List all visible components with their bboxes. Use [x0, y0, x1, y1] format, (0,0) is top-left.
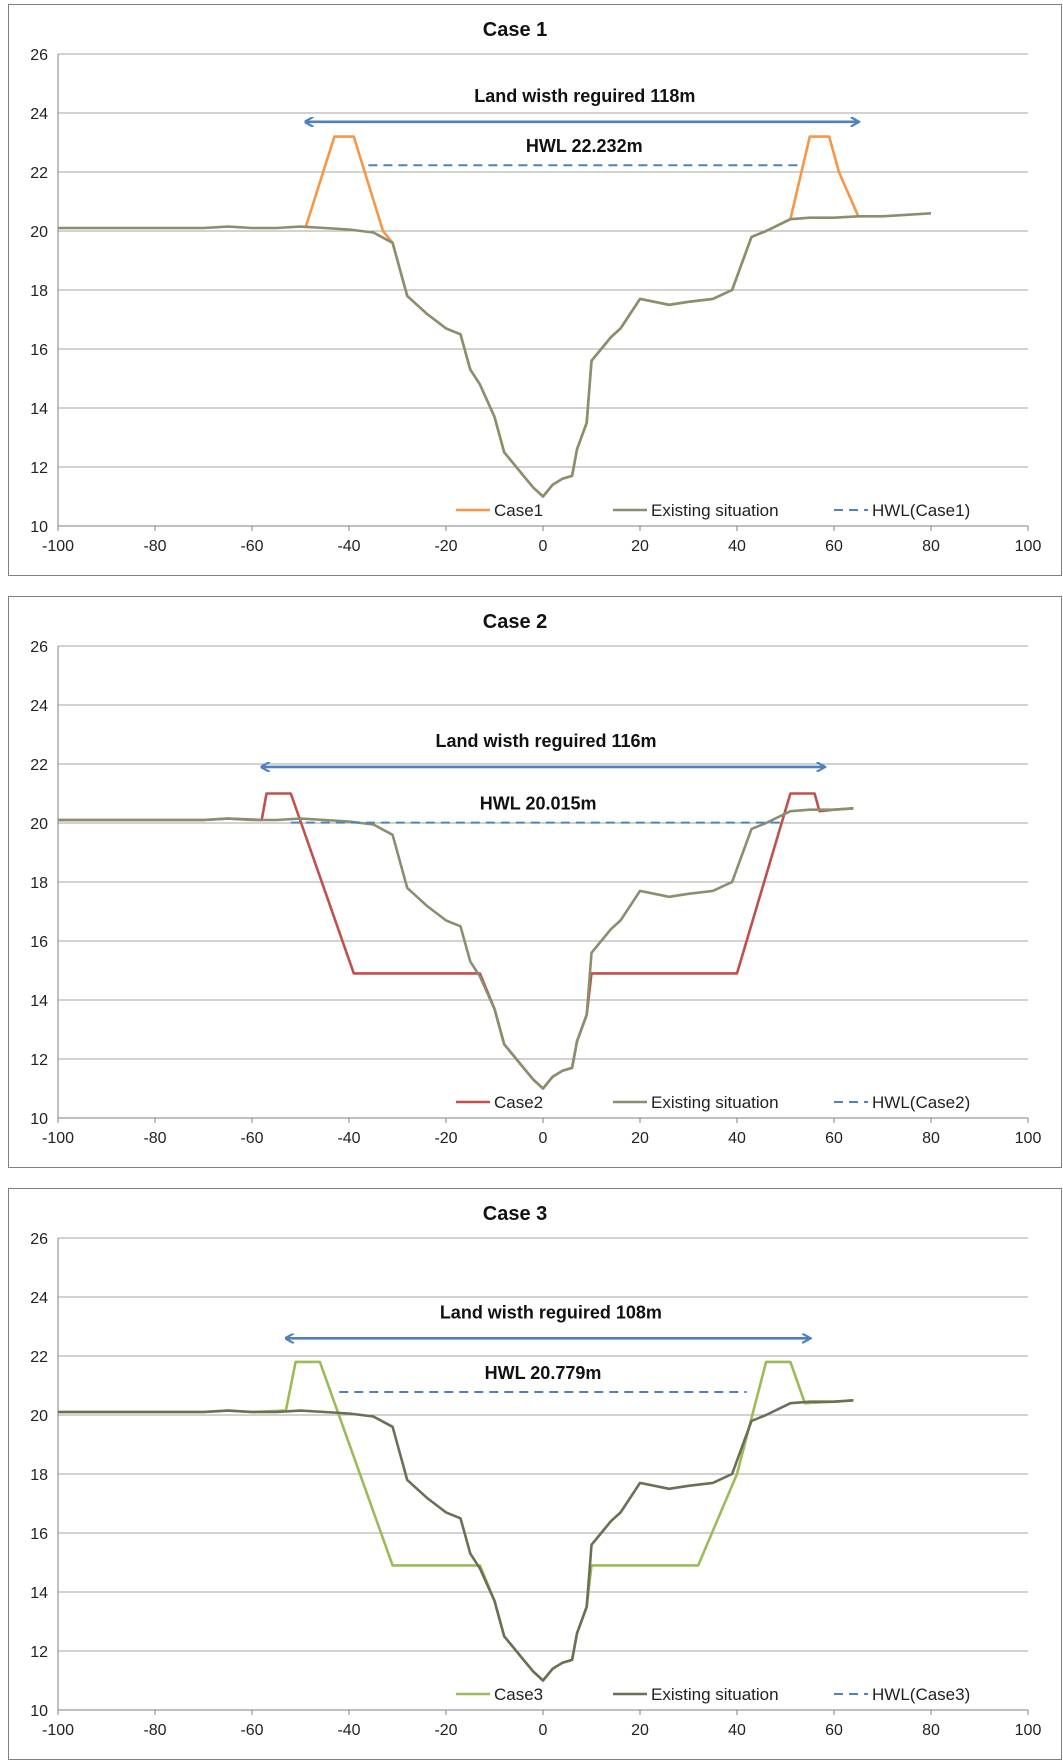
x-tick-label-80: 80	[922, 538, 940, 555]
y-tick-label-18: 18	[30, 875, 48, 892]
legend-label-existing-situation: Existing situation	[651, 1093, 779, 1112]
x-tick-label-100: -100	[42, 538, 74, 555]
legend-label-hwl-case2: HWL(Case2)	[872, 1093, 970, 1112]
legend-label-case1: Case1	[494, 501, 543, 520]
x-tick-label-100: 100	[1015, 1722, 1042, 1739]
x-tick-label-60: -60	[240, 538, 263, 555]
chart-title: Case 2	[483, 611, 548, 633]
chart-title: Case 3	[483, 1203, 548, 1225]
y-tick-label-16: 16	[30, 934, 48, 951]
chart-panel-case-1: 10 12 14 16 18 20 22 24 26 -100 -80 -60 -40 -20 0 20 40 6…	[8, 4, 1062, 576]
y-tick-label-22: 22	[30, 1349, 48, 1366]
y-tick-label-14: 14	[30, 1585, 48, 1602]
x-tick-label-100: 100	[1015, 1130, 1042, 1147]
chart-case-3: 10 12 14 16 18 20 22 24 26 -100 -80 -60 -40 -20 0 20 40 6…	[8, 1188, 1062, 1760]
x-tick-label-20: 20	[631, 538, 649, 555]
x-tick-label-0: 0	[539, 1130, 548, 1147]
y-tick-label-10: 10	[30, 1111, 48, 1128]
legend-label-hwl-case3: HWL(Case3)	[872, 1685, 970, 1704]
chart-case-1: 10 12 14 16 18 20 22 24 26 -100 -80 -60 -40 -20 0 20 40 6…	[8, 4, 1062, 576]
legend-label-case3: Case3	[494, 1685, 543, 1704]
y-tick-label-16: 16	[30, 342, 48, 359]
legend-label-hwl-case1: HWL(Case1)	[872, 501, 970, 520]
land-width-label: Land wisth reguired 116m	[435, 731, 656, 751]
y-tick-label-10: 10	[30, 1703, 48, 1720]
y-tick-label-12: 12	[30, 1644, 48, 1661]
chart-title: Case 1	[483, 19, 548, 41]
x-tick-label-0: 0	[539, 538, 548, 555]
y-tick-label-20: 20	[30, 816, 48, 833]
y-tick-label-26: 26	[30, 47, 48, 64]
x-tick-label-20: 20	[631, 1130, 649, 1147]
legend-label-existing-situation: Existing situation	[651, 501, 779, 520]
chart-case-2: 10 12 14 16 18 20 22 24 26 -100 -80 -60 -40 -20 0 20 40 6…	[8, 596, 1062, 1168]
y-tick-label-26: 26	[30, 639, 48, 656]
land-width-label: Land wisth reguired 108m	[440, 1302, 662, 1322]
legend-label-case2: Case2	[494, 1093, 543, 1112]
x-tick-label-20: -20	[434, 1722, 457, 1739]
hwl-label: HWL 20.015m	[480, 794, 597, 814]
chart-panel-case-2: 10 12 14 16 18 20 22 24 26 -100 -80 -60 -40 -20 0 20 40 6…	[8, 596, 1062, 1168]
x-tick-label-80: -80	[143, 538, 166, 555]
x-tick-label-20: -20	[434, 1130, 457, 1147]
y-tick-label-24: 24	[30, 698, 48, 715]
y-tick-label-24: 24	[30, 106, 48, 123]
y-tick-label-14: 14	[30, 993, 48, 1010]
x-tick-label-60: 60	[825, 538, 843, 555]
x-tick-label-40: 40	[728, 1130, 746, 1147]
x-tick-label-80: 80	[922, 1722, 940, 1739]
x-tick-label-60: 60	[825, 1130, 843, 1147]
series-line-existing-situation	[58, 807, 854, 1090]
y-tick-label-18: 18	[30, 283, 48, 300]
y-tick-label-20: 20	[30, 224, 48, 241]
x-tick-label-60: 60	[825, 1722, 843, 1739]
x-tick-label-60: -60	[240, 1130, 263, 1147]
x-tick-label-0: 0	[539, 1722, 548, 1739]
y-tick-label-22: 22	[30, 165, 48, 182]
x-tick-label-100: 100	[1015, 538, 1042, 555]
y-tick-label-16: 16	[30, 1526, 48, 1543]
x-tick-label-80: -80	[143, 1130, 166, 1147]
x-tick-label-20: -20	[434, 538, 457, 555]
x-tick-label-40: -40	[337, 1722, 360, 1739]
y-tick-label-10: 10	[30, 519, 48, 536]
y-tick-label-12: 12	[30, 460, 48, 477]
series-line-existing-situation	[58, 1399, 854, 1682]
hwl-label: HWL 22.232m	[526, 136, 643, 156]
legend-label-existing-situation: Existing situation	[651, 1685, 779, 1704]
y-tick-label-20: 20	[30, 1408, 48, 1425]
hwl-label: HWL 20.779m	[485, 1363, 602, 1383]
x-tick-label-20: 20	[631, 1722, 649, 1739]
y-tick-label-24: 24	[30, 1290, 48, 1307]
y-tick-label-22: 22	[30, 757, 48, 774]
y-tick-label-26: 26	[30, 1231, 48, 1248]
x-tick-label-40: 40	[728, 538, 746, 555]
chart-panel-case-3: 10 12 14 16 18 20 22 24 26 -100 -80 -60 -40 -20 0 20 40 6…	[8, 1188, 1062, 1760]
x-tick-label-100: -100	[42, 1130, 74, 1147]
x-tick-label-100: -100	[42, 1722, 74, 1739]
x-tick-label-60: -60	[240, 1722, 263, 1739]
y-tick-label-18: 18	[30, 1467, 48, 1484]
y-tick-label-14: 14	[30, 401, 48, 418]
land-width-label: Land wisth reguired 118m	[474, 86, 695, 106]
x-tick-label-80: -80	[143, 1722, 166, 1739]
series-line-existing-situation	[58, 212, 932, 498]
y-tick-label-12: 12	[30, 1052, 48, 1069]
x-tick-label-40: 40	[728, 1722, 746, 1739]
x-tick-label-80: 80	[922, 1130, 940, 1147]
x-tick-label-40: -40	[337, 538, 360, 555]
x-tick-label-40: -40	[337, 1130, 360, 1147]
